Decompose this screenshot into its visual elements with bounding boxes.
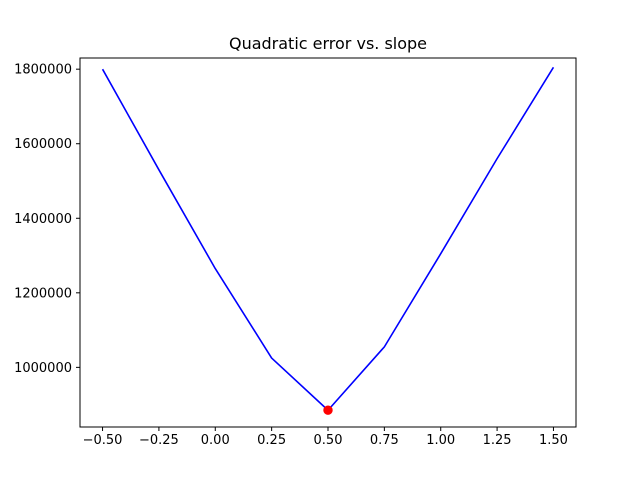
x-tick-label: −0.25 (139, 433, 179, 448)
chart-title: Quadratic error vs. slope (229, 34, 427, 53)
x-tick-label: −0.50 (83, 433, 123, 448)
x-tick-label: 1.25 (483, 433, 512, 448)
x-tick-label: 1.50 (539, 433, 568, 448)
x-tick-label: 0.00 (201, 433, 230, 448)
y-tick-label: 1000000 (14, 361, 72, 376)
y-tick-label: 1200000 (14, 286, 72, 301)
plot-area: −0.50 −0.25 0.00 0.25 0.50 0.75 1.00 1.25 1.50 10… (14, 57, 577, 448)
y-tick-label: 1800000 (14, 63, 72, 78)
x-tick-label: 0.50 (314, 433, 343, 448)
x-tick-label: 1.00 (426, 433, 455, 448)
y-tick-label: 1400000 (14, 212, 72, 227)
x-tick-label: 0.25 (257, 433, 286, 448)
y-tick-label: 1600000 (14, 137, 72, 152)
x-tick-label: 0.75 (370, 433, 399, 448)
minimum-point-marker (323, 405, 333, 415)
